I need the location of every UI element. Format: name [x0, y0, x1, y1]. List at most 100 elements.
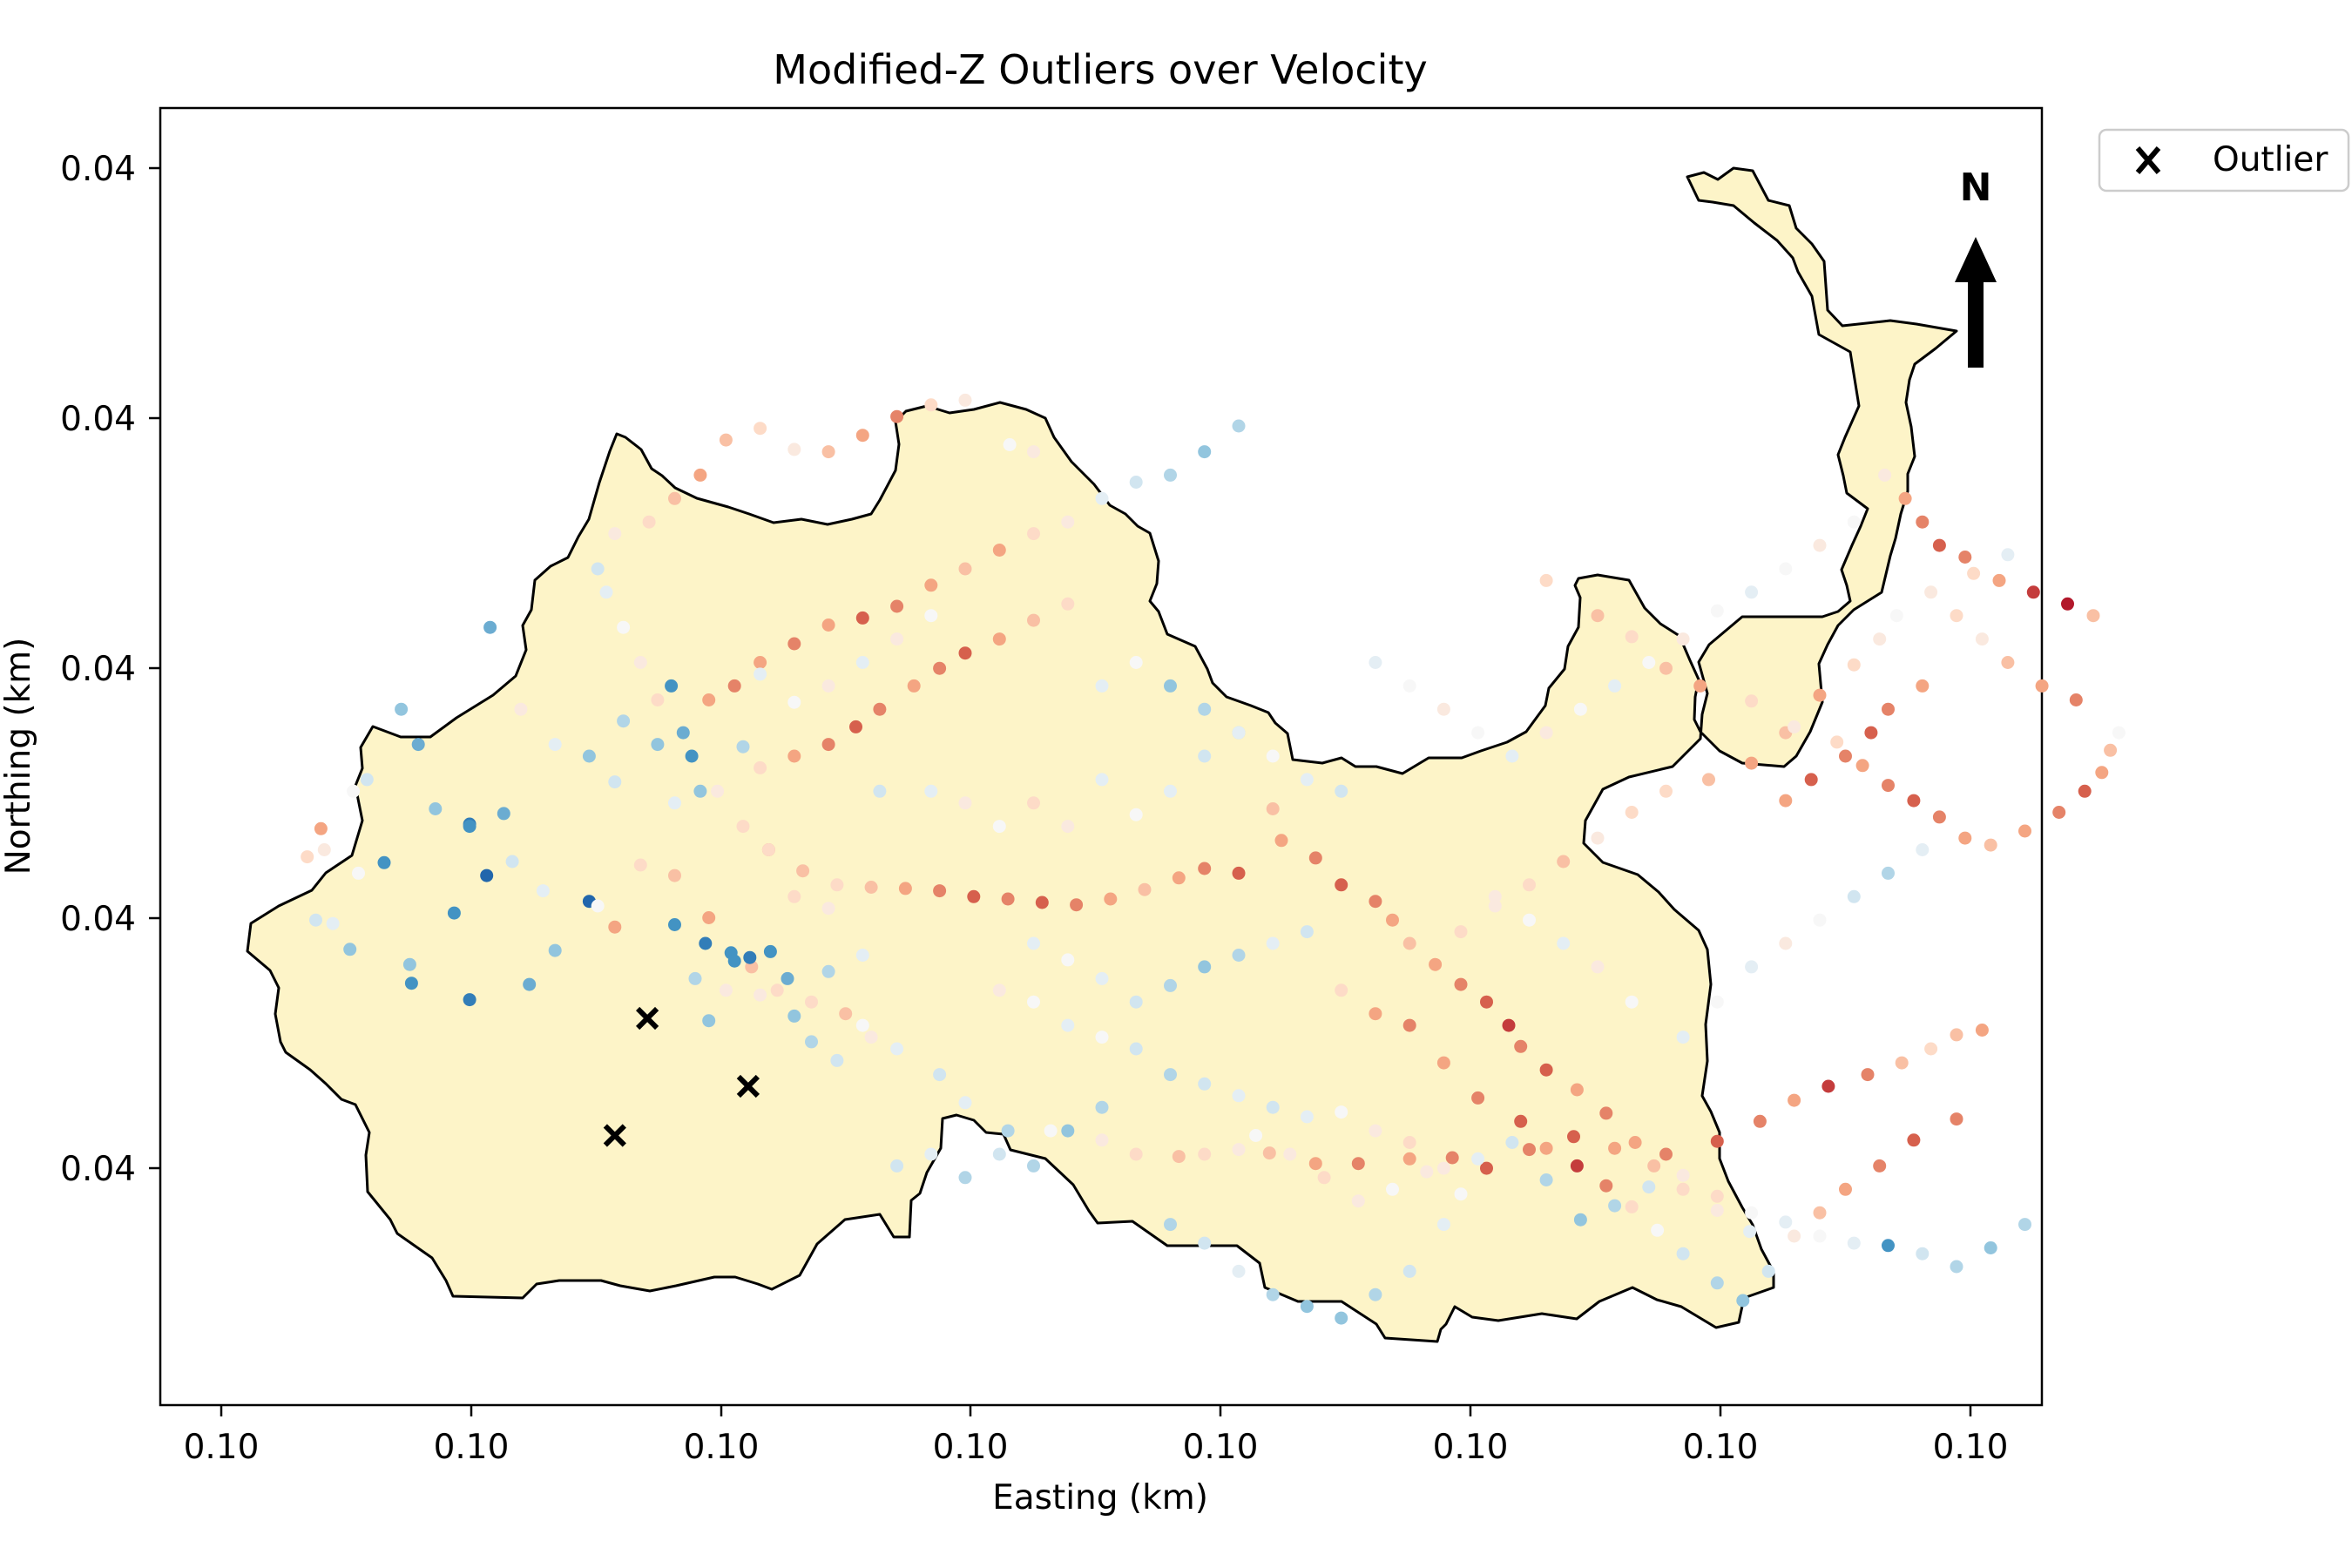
velocity-point: [2018, 1218, 2031, 1232]
velocity-point: [668, 796, 681, 810]
velocity-point: [1369, 656, 1382, 669]
velocity-point: [1061, 1018, 1075, 1032]
velocity-point: [787, 749, 801, 763]
velocity-point: [787, 1009, 801, 1023]
velocity-point: [1788, 1093, 1801, 1107]
velocity-point: [1335, 1311, 1348, 1325]
velocity-point: [1454, 977, 1468, 991]
velocity-point: [855, 611, 869, 625]
velocity-point: [1710, 995, 1724, 1009]
velocity-point: [1907, 794, 1921, 808]
x-tick-label: 0.10: [1933, 1428, 2009, 1467]
velocity-point: [665, 679, 679, 693]
velocity-point: [651, 693, 665, 706]
velocity-point: [1232, 1089, 1246, 1103]
velocity-point: [992, 820, 1006, 834]
velocity-point: [1570, 1159, 1584, 1173]
outlier-marker: [635, 1006, 659, 1031]
velocity-point: [763, 944, 777, 958]
velocity-point: [1539, 1173, 1553, 1186]
velocity-point: [1573, 1213, 1587, 1227]
velocity-point: [1027, 613, 1040, 627]
velocity-point: [1788, 720, 1801, 733]
velocity-point: [890, 1159, 904, 1173]
velocity-point: [1882, 779, 1895, 793]
velocity-point: [1164, 784, 1177, 798]
velocity-point: [1095, 1133, 1109, 1147]
velocity-point: [1745, 960, 1759, 974]
velocity-point: [1573, 702, 1587, 716]
velocity-point: [1676, 1031, 1690, 1044]
velocity-point: [1001, 892, 1015, 906]
velocity-point: [1950, 1260, 1963, 1274]
velocity-point: [1539, 1141, 1553, 1155]
velocity-point: [787, 695, 801, 709]
velocity-point: [1471, 1152, 1485, 1166]
velocity-point: [1061, 953, 1075, 967]
velocity-point: [1676, 1182, 1690, 1196]
velocity-point: [1061, 820, 1075, 834]
velocity-point: [1402, 1018, 1416, 1032]
velocity-point: [1779, 794, 1793, 808]
velocity-point: [958, 1096, 972, 1110]
velocity-point: [608, 920, 622, 934]
velocity-point: [1907, 1133, 1921, 1147]
velocity-point: [1198, 749, 1212, 763]
velocity-point: [685, 749, 699, 763]
velocity-point: [1916, 679, 1930, 693]
velocity-point: [898, 882, 912, 896]
velocity-point: [377, 855, 391, 869]
velocity-point: [1539, 1063, 1553, 1077]
velocity-point: [754, 422, 767, 436]
x-tick-label: 0.10: [684, 1428, 760, 1467]
velocity-point: [1864, 726, 1878, 740]
velocity-point: [1625, 630, 1639, 644]
north-arrow-shaft: [1968, 280, 1984, 368]
velocity-point: [633, 858, 647, 872]
velocity-point: [1027, 445, 1040, 459]
velocity-point: [890, 1042, 904, 1056]
velocity-point: [309, 913, 322, 927]
velocity-point: [1878, 468, 1892, 482]
velocity-point: [599, 585, 613, 599]
velocity-point: [933, 661, 947, 675]
velocity-point: [1502, 1018, 1516, 1032]
velocity-point: [2001, 548, 2015, 562]
outlier-marker: [603, 1124, 626, 1147]
velocity-point: [1129, 476, 1143, 489]
velocity-point: [702, 1014, 716, 1028]
velocity-point: [1335, 784, 1348, 798]
velocity-point: [676, 726, 690, 740]
velocity-point: [1557, 855, 1571, 868]
velocity-point: [958, 393, 972, 407]
velocity-point: [1027, 527, 1040, 541]
velocity-point: [1232, 419, 1246, 433]
velocity-point: [1274, 834, 1288, 848]
y-tick-label: 0.04: [60, 1150, 136, 1189]
velocity-point: [1642, 1180, 1656, 1194]
velocity-point: [1300, 925, 1314, 939]
velocity-point: [821, 964, 835, 978]
velocity-point: [727, 954, 741, 968]
velocity-point: [1198, 1077, 1212, 1091]
velocity-point: [1608, 1199, 1622, 1213]
velocity-point: [821, 679, 835, 693]
velocity-point: [1839, 1182, 1852, 1196]
velocity-point: [1861, 1068, 1875, 1082]
velocity-point: [1599, 1106, 1613, 1120]
velocity-point: [1095, 971, 1109, 985]
velocity-point: [1369, 1124, 1382, 1138]
x-tick-label: 0.10: [184, 1428, 260, 1467]
velocity-point: [1898, 491, 1912, 505]
velocity-point: [1129, 656, 1143, 669]
velocity-point: [1095, 1031, 1109, 1044]
velocity-point: [1266, 749, 1280, 763]
velocity-point: [326, 916, 340, 930]
velocity-point: [855, 429, 869, 443]
chart-title: Modified-Z Outliers over Velocity: [773, 46, 1427, 93]
velocity-point: [1249, 1129, 1263, 1142]
x-axis-label: Easting (km): [992, 1478, 1208, 1517]
velocity-point: [633, 656, 647, 669]
velocity-point: [1895, 1056, 1909, 1070]
velocity-point: [890, 409, 904, 423]
